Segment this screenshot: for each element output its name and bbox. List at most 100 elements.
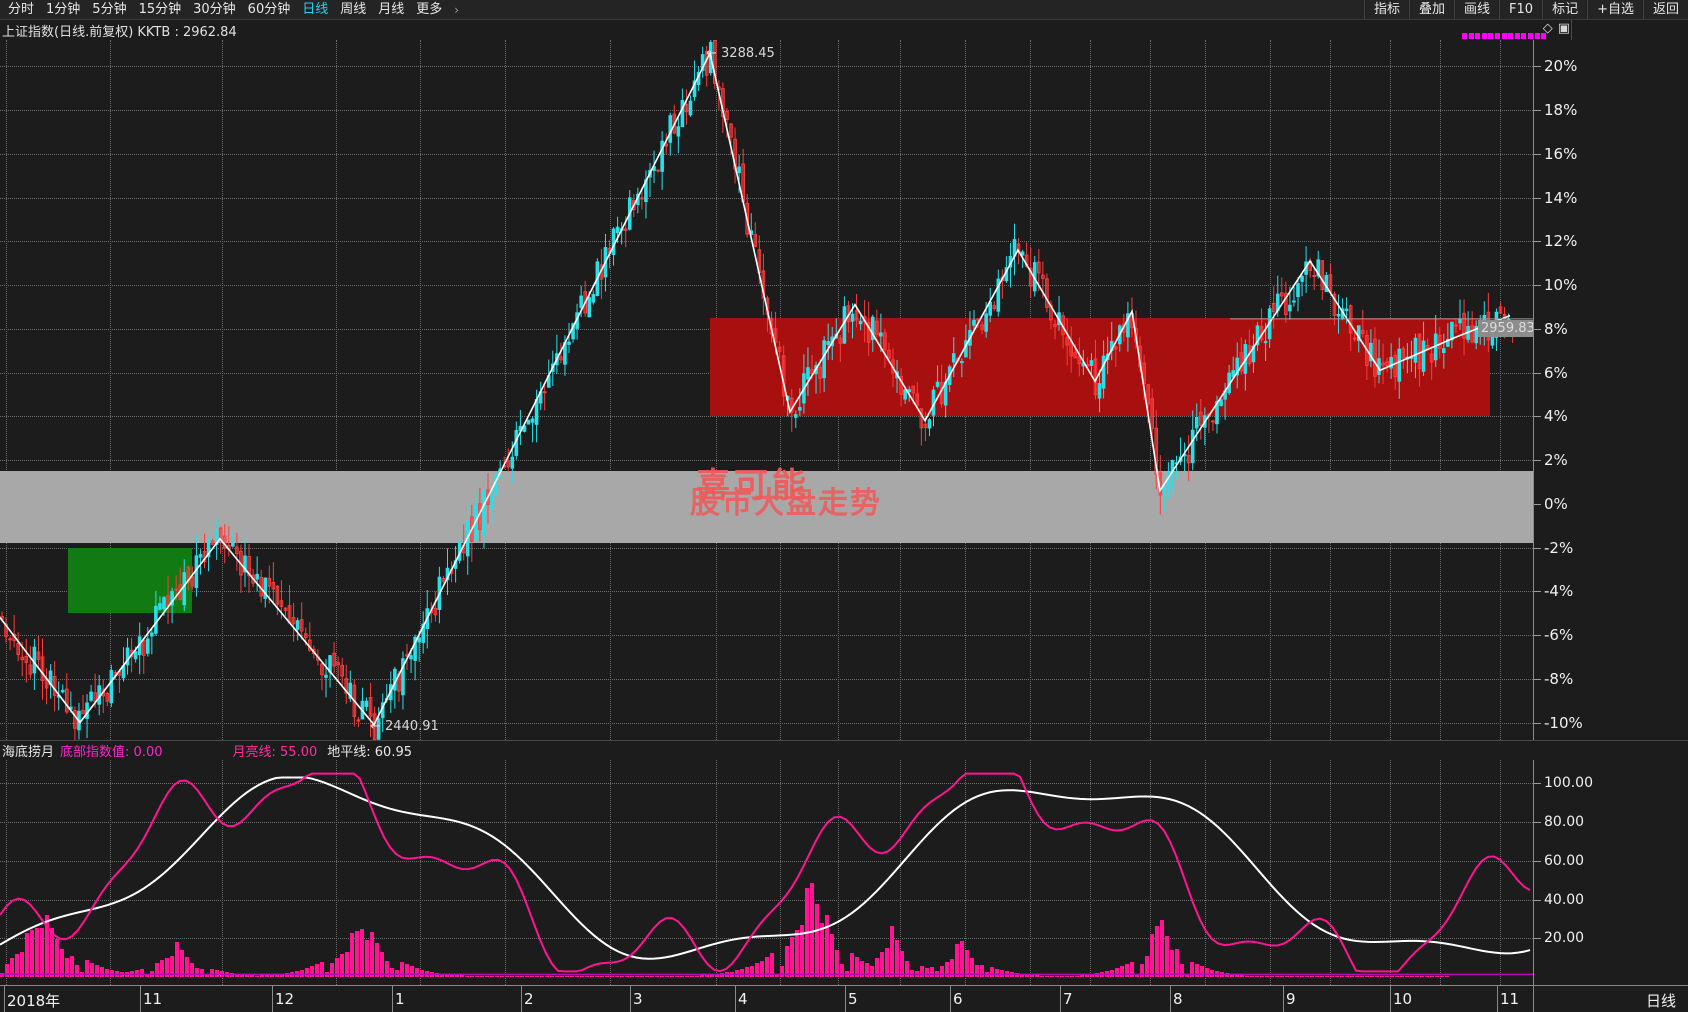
histogram-bar [335,957,339,978]
histogram-bar [1200,966,1204,978]
histogram-bar [1235,974,1239,978]
timeframe-4[interactable]: 30分钟 [193,1,236,17]
histogram-bar [1075,975,1079,978]
gridline-v [1205,760,1206,985]
histogram-bar [145,974,149,978]
histogram-bar [490,975,494,978]
histogram-bar [1180,963,1184,978]
toolbar-button-5[interactable]: +自选 [1587,0,1643,20]
last-price-label: 2959.83 [1478,319,1533,337]
histogram-bar [185,956,189,978]
indicator-field-0: 底部指数值: 0.00 [60,741,172,760]
histogram-bar [1295,975,1299,978]
axis-tick [1534,110,1541,111]
histogram-bar [1085,974,1089,978]
histogram-bar [565,975,569,978]
histogram-bar [1240,974,1244,978]
histogram-bar [940,965,944,978]
timeframe-7[interactable]: 周线 [340,1,367,17]
histogram-bar [1255,975,1259,978]
dot [1514,33,1520,39]
histogram-bar [875,958,879,978]
gridline-v [716,760,717,985]
histogram-bar [820,922,824,978]
price-axis-label-6: 8% [1544,319,1568,338]
toolbar-button-6[interactable]: 返回 [1642,0,1688,20]
toolbar-button-2[interactable]: 画线 [1454,0,1499,20]
indicator-axis[interactable]: 100.00 80.00 60.00 40.00 20.00 [1533,760,1688,985]
histogram-bar [965,950,969,978]
toolbar-button-1[interactable]: 叠加 [1409,0,1454,20]
price-axis[interactable]: 20% 18% 16% 14% 12% 10% 8% 6% 4% 2% 0% -2% -4% -6% -8%… [1533,40,1688,740]
columns-icon[interactable]: ▣ [1557,21,1570,36]
indicator-field-1-value: 55.00 [280,745,318,760]
histogram-bar [1285,975,1289,978]
histogram-bar [575,975,579,978]
gridline-v [838,760,839,985]
histogram-bar [200,968,204,978]
histogram-bar [1425,975,1429,978]
histogram-bar [1130,961,1134,978]
histogram-bar [40,928,44,978]
histogram-bar [10,958,14,978]
axis-tick [1534,241,1541,243]
dot [1528,33,1533,39]
histogram-bar [1250,975,1254,978]
timeframe-9[interactable]: 更多 [416,1,443,17]
histogram-bar [1430,975,1434,978]
axis-tick [1534,822,1541,824]
histogram-bar [1050,975,1054,978]
histogram-bar [550,975,554,978]
histogram-bar [1420,975,1424,978]
histogram-bar [1170,949,1174,978]
timeframe-1[interactable]: 1分钟 [46,1,81,17]
gridline-v [336,760,337,985]
histogram-bar [1400,975,1404,978]
indicator-axis-label-1: 80.00 [1544,814,1585,831]
toolbar-button-0[interactable]: 指标 [1363,0,1409,20]
axis-tick [1534,460,1541,461]
timeframe-0[interactable]: 分时 [8,1,35,17]
gridline-h [0,860,1533,862]
timeframe-2[interactable]: 5分钟 [92,1,127,17]
histogram-bar [85,959,89,978]
histogram-bar [530,975,534,978]
timeframe-8[interactable]: 月线 [378,1,405,17]
timeframe-5[interactable]: 60分钟 [247,1,291,17]
toolbar-button-3[interactable]: F10 [1499,0,1542,20]
histogram-bar [975,964,979,978]
indicator-field-2: 地平线: 60.95 [327,741,422,760]
chevron-right-icon[interactable]: › [454,2,460,17]
indicator-chart-area[interactable] [0,760,1533,985]
histogram-bar [415,968,419,978]
histogram-bar [630,975,634,978]
histogram-bar [520,975,524,978]
dot [1495,33,1500,39]
histogram-bar [560,975,564,978]
x-axis-label-0: 2018年 [7,992,61,1010]
toolbar-button-4[interactable]: 标记 [1542,0,1587,20]
gridline-v [420,760,421,985]
timeframe-6[interactable]: 日线 [302,1,329,17]
histogram-bar [525,975,529,978]
axis-tick [1534,938,1541,940]
diamond-icon[interactable]: ◇ [1542,21,1553,36]
price-chart-area[interactable]: 喜可能 股市大盘走势 ← 3288.45 ← 2440.91 2959.83 [0,40,1533,740]
histogram-bar [625,975,629,978]
histogram-bar [910,969,914,978]
timeframe-3[interactable]: 15分钟 [138,1,182,17]
price-axis-label-14: -8% [1544,669,1574,688]
dot [1534,33,1540,39]
histogram-bar [1375,975,1379,978]
histogram-bar [90,962,94,978]
gridline-v [110,40,111,740]
histogram-bar [160,960,164,978]
gridline-v [610,40,611,740]
gridline-h [0,416,1533,418]
histogram-bar [960,941,964,978]
histogram-bar [1110,969,1114,978]
gridline-h [0,635,1533,636]
header-divider [1571,20,1572,40]
histogram-bar [380,952,384,978]
price-axis-label-9: 2% [1544,451,1568,469]
